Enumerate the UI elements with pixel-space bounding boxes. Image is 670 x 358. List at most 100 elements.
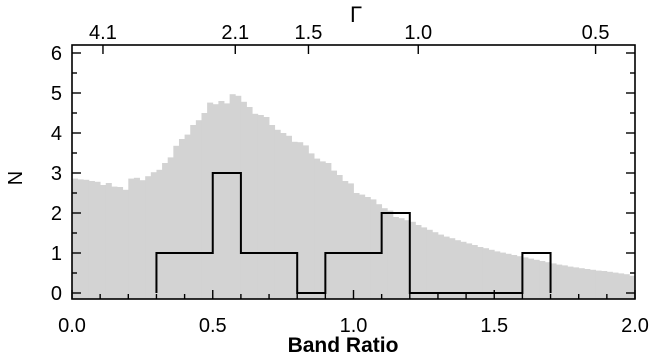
filled-bin xyxy=(297,142,304,299)
filled-bin xyxy=(347,183,354,299)
filled-bin xyxy=(556,264,563,299)
filled-bin xyxy=(550,263,557,299)
filled-bin xyxy=(190,125,197,299)
filled-bin xyxy=(432,232,439,299)
filled-bin xyxy=(336,175,343,299)
filled-bin xyxy=(263,117,270,299)
x-tick-label: 2.0 xyxy=(621,315,649,337)
filled-bin xyxy=(516,256,523,299)
filled-bin xyxy=(178,139,185,299)
filled-bin xyxy=(308,153,315,299)
filled-bin xyxy=(77,179,84,299)
filled-bin xyxy=(117,187,124,299)
filled-bin xyxy=(494,251,501,299)
filled-bin xyxy=(409,221,416,299)
filled-bin xyxy=(156,169,163,299)
filled-bin xyxy=(285,135,292,299)
filled-bin xyxy=(466,243,473,299)
filled-bin xyxy=(364,197,371,299)
filled-bin xyxy=(629,275,636,299)
filled-bin xyxy=(359,194,366,299)
filled-bin xyxy=(83,179,90,299)
tick-labels: 0.0 0.5 1.0 1.5 2.0 0 1 2 3 4 5 6 4.1 2.1 1.5 1.0 0.5 xyxy=(51,22,649,337)
filled-bin xyxy=(280,133,287,299)
filled-bin xyxy=(229,94,236,299)
filled-bin xyxy=(578,268,585,299)
top-tick-label: 0.5 xyxy=(582,22,610,44)
top-axis-label: Γ xyxy=(350,2,362,27)
filled-bin xyxy=(100,185,107,299)
filled-bin xyxy=(511,255,518,299)
filled-bin xyxy=(94,181,101,299)
filled-bin xyxy=(291,141,298,299)
filled-bin xyxy=(252,113,259,299)
y-tick-label: 4 xyxy=(51,123,62,145)
filled-bin xyxy=(150,172,157,299)
filled-bin xyxy=(443,236,450,299)
step-histogram xyxy=(155,172,552,294)
filled-bin xyxy=(302,145,309,299)
ticks xyxy=(71,45,636,299)
filled-bin xyxy=(139,180,146,299)
filled-bin xyxy=(398,218,405,299)
filled-bin xyxy=(376,204,383,299)
y-tick-label: 0 xyxy=(51,283,62,305)
x-tick-label: 0.5 xyxy=(199,315,227,337)
filled-bin xyxy=(240,101,247,299)
filled-bin xyxy=(212,104,219,299)
filled-bin xyxy=(618,273,625,299)
filled-bin xyxy=(330,170,338,299)
filled-bin xyxy=(601,271,608,299)
filled-bin xyxy=(623,274,630,299)
top-tick-label: 2.1 xyxy=(221,22,249,44)
top-tick-label: 1.0 xyxy=(404,22,432,44)
filled-bin xyxy=(105,183,112,299)
filled-bin xyxy=(387,210,394,299)
x-tick-label: 0.0 xyxy=(58,315,86,337)
top-tick-label: 1.5 xyxy=(295,22,323,44)
filled-bin xyxy=(505,253,512,299)
filled-bin xyxy=(482,248,490,299)
filled-bin xyxy=(88,181,95,299)
filled-bin xyxy=(561,265,568,299)
filled-bin xyxy=(342,181,349,299)
step-outline xyxy=(155,172,552,294)
filled-bin xyxy=(595,270,602,299)
filled-bin xyxy=(111,186,118,299)
filled-bin xyxy=(72,178,79,299)
y-tick-label: 2 xyxy=(51,203,62,225)
filled-bin xyxy=(421,227,428,299)
y-tick-label: 5 xyxy=(51,83,62,105)
filled-bin xyxy=(173,145,180,299)
filled-bin xyxy=(528,258,535,299)
filled-bin xyxy=(370,199,377,299)
filled-bin xyxy=(612,272,619,299)
filled-bin xyxy=(404,220,411,299)
filled-bin xyxy=(353,193,360,299)
filled-bin xyxy=(573,267,580,299)
filled-bin xyxy=(606,271,613,299)
filled-bin xyxy=(207,102,214,299)
filled-bin xyxy=(415,225,422,299)
filled-bin xyxy=(488,249,495,299)
filled-bin xyxy=(133,177,140,299)
filled-bin xyxy=(589,269,596,299)
x-tick-label: 1.5 xyxy=(480,315,508,337)
x-axis-label: Band Ratio xyxy=(288,334,399,357)
filled-bin xyxy=(584,269,591,299)
filled-bin xyxy=(381,208,388,299)
filled-bin xyxy=(314,158,321,299)
filled-bin xyxy=(122,189,129,299)
y-axis-label: N xyxy=(5,171,27,185)
filled-bin xyxy=(325,163,332,299)
filled-bin xyxy=(269,125,276,299)
filled-bin xyxy=(257,115,264,299)
y-tick-label: 3 xyxy=(51,163,62,185)
filled-bin xyxy=(274,129,281,299)
y-tick-label: 6 xyxy=(51,43,62,65)
filled-bin xyxy=(567,266,574,299)
filled-bin xyxy=(454,240,461,299)
filled-bin xyxy=(224,103,231,300)
filled-bin xyxy=(533,259,540,299)
